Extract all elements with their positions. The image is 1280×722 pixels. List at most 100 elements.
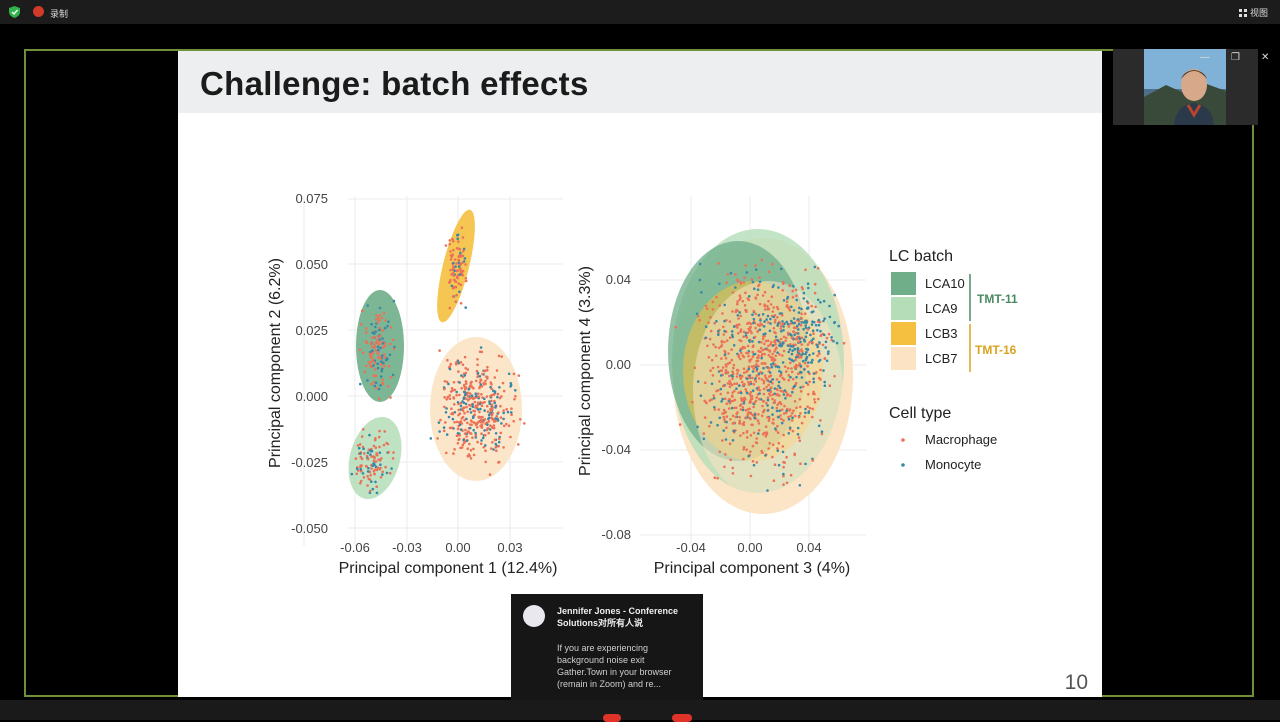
- scatter-point: [699, 394, 703, 397]
- scatter-point: [390, 467, 393, 470]
- scatter-point: [728, 397, 731, 401]
- scatter-point: [827, 350, 830, 353]
- recording-icon[interactable]: [33, 6, 44, 17]
- scatter-point: [751, 460, 755, 463]
- scatter-point: [446, 358, 449, 362]
- scatter-point: [374, 349, 378, 352]
- scatter-point: [738, 421, 741, 425]
- scatter-point: [769, 343, 772, 346]
- scatter-point: [755, 363, 758, 366]
- scatter-point: [483, 429, 486, 432]
- scatter-point: [745, 448, 748, 452]
- right-ytick: -0.04: [601, 442, 631, 457]
- notification-badge[interactable]: [672, 714, 692, 722]
- scatter-point: [766, 304, 769, 308]
- scatter-point: [776, 324, 779, 327]
- scatter-point: [782, 349, 786, 353]
- scatter-point: [728, 385, 732, 389]
- security-shield-icon[interactable]: [9, 6, 20, 18]
- close-button[interactable]: ✕: [1261, 52, 1270, 63]
- scatter-point: [461, 443, 465, 447]
- scatter-point: [778, 394, 781, 397]
- scatter-point: [754, 399, 758, 403]
- scatter-point: [382, 361, 385, 365]
- scatter-point: [450, 412, 453, 416]
- scatter-point: [782, 299, 786, 302]
- scatter-point: [789, 394, 792, 397]
- scatter-point: [737, 391, 740, 394]
- scatter-point: [495, 369, 499, 372]
- scatter-point: [818, 341, 821, 344]
- scatter-point: [445, 451, 448, 455]
- scatter-point: [496, 395, 499, 399]
- scatter-point: [464, 382, 468, 385]
- scatter-point: [460, 374, 463, 377]
- chat-notification[interactable]: Jennifer Jones - Conference Solutions对所有…: [511, 594, 703, 706]
- scatter-point: [455, 390, 459, 394]
- scatter-point: [358, 443, 362, 446]
- scatter-point: [495, 449, 498, 453]
- scatter-point: [448, 426, 452, 430]
- scatter-point: [793, 365, 797, 369]
- scatter-point: [788, 357, 791, 361]
- scatter-point: [766, 404, 769, 407]
- scatter-point: [756, 359, 760, 363]
- scatter-point: [749, 450, 752, 454]
- scatter-point: [761, 313, 765, 316]
- minimize-button[interactable]: —: [1200, 52, 1210, 63]
- scatter-point: [782, 412, 786, 415]
- scatter-point: [502, 446, 505, 449]
- ellipse-lca10-left: [356, 290, 404, 402]
- restore-button[interactable]: ❐: [1231, 52, 1240, 63]
- scatter-point: [709, 315, 712, 319]
- scatter-point: [370, 480, 373, 484]
- scatter-point: [498, 386, 501, 389]
- scatter-point: [797, 372, 800, 375]
- scatter-point: [466, 394, 470, 398]
- scatter-point: [819, 329, 822, 333]
- scatter-point: [782, 472, 785, 476]
- scatter-point: [779, 267, 783, 271]
- scatter-point: [777, 384, 780, 388]
- scatter-point: [794, 358, 797, 362]
- presenter-video[interactable]: [1113, 49, 1258, 125]
- scatter-point: [350, 472, 354, 476]
- scatter-point: [765, 385, 768, 389]
- scatter-point: [759, 371, 763, 374]
- scatter-point: [371, 455, 375, 458]
- scatter-point: [738, 415, 741, 419]
- scatter-point: [760, 362, 764, 365]
- scatter-point: [474, 436, 478, 439]
- scatter-point: [730, 383, 734, 387]
- view-button[interactable]: 视图: [1238, 6, 1268, 19]
- scatter-point: [465, 405, 468, 409]
- right-points: [674, 258, 846, 492]
- scatter-point: [746, 297, 750, 300]
- scatter-point: [478, 415, 481, 419]
- scatter-point: [735, 406, 738, 410]
- left-ytick: -0.025: [291, 455, 328, 470]
- scatter-point: [702, 432, 706, 435]
- scatter-point: [752, 367, 755, 370]
- scatter-point: [378, 306, 382, 310]
- legend-label-macrophage: Macrophage: [925, 432, 997, 447]
- notification-badge[interactable]: [603, 714, 621, 722]
- scatter-point: [761, 404, 764, 408]
- scatter-point: [801, 385, 805, 389]
- scatter-point: [821, 343, 825, 347]
- scatter-point: [743, 346, 746, 349]
- scatter-point: [817, 424, 821, 428]
- scatter-point: [762, 366, 765, 370]
- scatter-point: [711, 308, 715, 311]
- scatter-point: [455, 269, 459, 273]
- scatter-point: [736, 326, 739, 329]
- scatter-point: [370, 336, 374, 340]
- recording-label[interactable]: 录制: [50, 9, 69, 19]
- scatter-point: [716, 365, 720, 369]
- scatter-point: [459, 270, 463, 274]
- scatter-point: [359, 464, 362, 467]
- scatter-point: [369, 449, 372, 452]
- scatter-point: [469, 457, 473, 460]
- scatter-point: [358, 348, 362, 351]
- scatter-point: [804, 268, 807, 272]
